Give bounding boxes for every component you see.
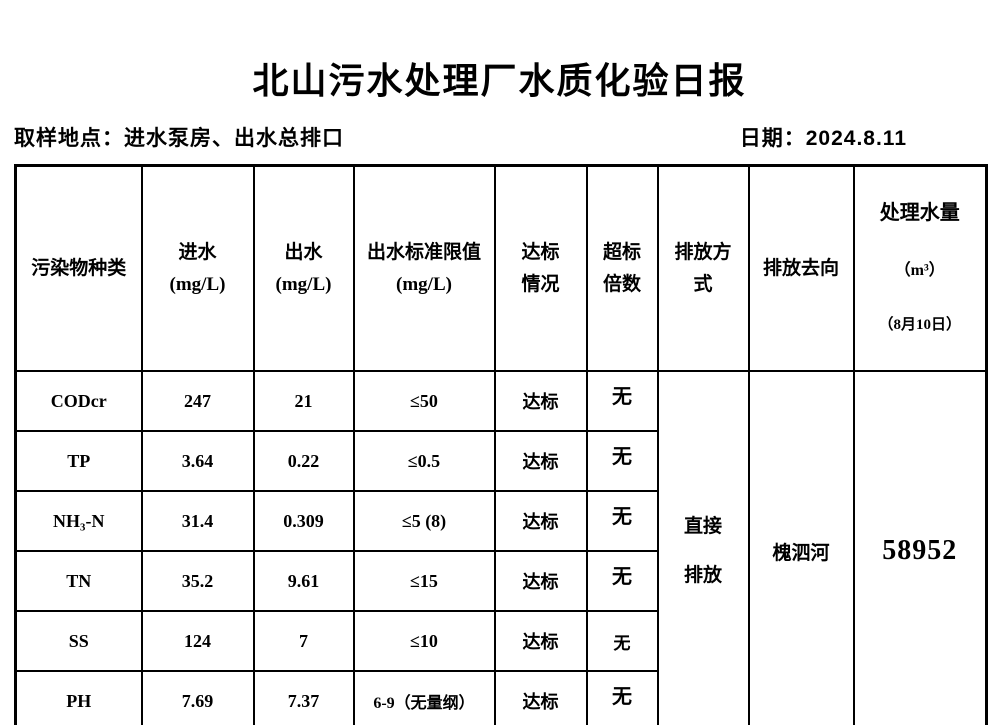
limit-value: ≤0.5 xyxy=(352,430,496,493)
table-row-nh3n: NH₃-N 31.4 0.309 ≤5 (8) 达标 无 xyxy=(14,490,987,553)
table-header-row: 污染物种类 进水 (mg/L) 出水 (mg/L) 出水标准限值 (mg/L) … xyxy=(14,164,988,373)
status-value: 达标 xyxy=(493,430,588,493)
limit-value: ≤10 xyxy=(352,610,496,673)
status-value: 达标 xyxy=(493,610,588,673)
report-subheader: 取样地点：进水泵房、出水总排口 日期：2024.8.11 xyxy=(14,122,985,152)
exceed-value: 无 xyxy=(585,550,659,613)
discharge-mode-value: 直接 排放 xyxy=(656,370,750,725)
effluent-value: 0.22 xyxy=(252,430,355,493)
influent-value: 124 xyxy=(140,610,255,673)
limit-value: ≤15 xyxy=(352,550,496,613)
pollutant-name: NH₃-N xyxy=(14,490,143,553)
col-header-status: 达标 情况 xyxy=(493,164,588,373)
table-row-tn: TN 35.2 9.61 ≤15 达标 无 xyxy=(14,550,987,613)
pollutant-name: TP xyxy=(14,430,143,493)
influent-value: 31.4 xyxy=(140,490,255,553)
table-row-codcr: CODcr 247 21 ≤50 达标 无 直接 排放 槐泗河 58952 xyxy=(14,370,988,725)
col-header-limit: 出水标准限值 (mg/L) xyxy=(352,164,496,373)
effluent-value: 9.61 xyxy=(252,550,355,613)
effluent-value: 0.309 xyxy=(252,490,355,553)
status-value: 达标 xyxy=(493,670,588,725)
influent-value: 7.69 xyxy=(140,670,255,725)
volume-header-unit: （m³） xyxy=(894,261,945,279)
table-row-ss: SS 124 7 ≤10 达标 无 xyxy=(14,610,987,673)
col-header-pollutant: 污染物种类 xyxy=(14,164,143,373)
effluent-value: 7.37 xyxy=(252,670,355,725)
table-row-ph: PH 7.69 7.37 6-9（无量纲） 达标 无 xyxy=(14,670,987,725)
col-header-effluent: 出水 (mg/L) xyxy=(252,164,355,373)
exceed-value: 无 xyxy=(585,430,659,493)
influent-value: 247 xyxy=(140,370,255,433)
pollutant-name: SS xyxy=(14,610,143,673)
volume-header-title: 处理水量 xyxy=(879,202,960,225)
treated-volume-value: 58952 xyxy=(852,370,988,725)
col-header-influent: 进水 (mg/L) xyxy=(140,164,255,373)
exceed-value: 无 xyxy=(585,490,659,553)
effluent-value: 21 xyxy=(252,370,355,433)
pollutant-name: PH xyxy=(14,670,143,725)
exceed-value: 无 xyxy=(585,370,659,433)
limit-value: ≤50 xyxy=(352,370,496,433)
effluent-value: 7 xyxy=(252,610,355,673)
limit-value: ≤5 (8) xyxy=(352,490,496,553)
table-row-tp: TP 3.64 0.22 ≤0.5 达标 无 xyxy=(14,430,987,493)
pollutant-name: TN xyxy=(14,550,143,613)
volume-header-date: （8月10日） xyxy=(878,317,961,334)
col-header-exceed: 超标 倍数 xyxy=(585,164,659,373)
report-date-label: 日期：2024.8.11 xyxy=(739,127,907,150)
discharge-destination-value: 槐泗河 xyxy=(747,370,855,725)
status-value: 达标 xyxy=(493,490,588,553)
col-header-treated-volume: 处理水量 （m³） （8月10日） xyxy=(852,164,988,373)
pollutant-name: CODcr xyxy=(14,370,143,433)
water-quality-table: 污染物种类 进水 (mg/L) 出水 (mg/L) 出水标准限值 (mg/L) … xyxy=(14,164,988,725)
sampling-location-label: 取样地点：进水泵房、出水总排口 xyxy=(14,127,344,150)
col-header-discharge-mode: 排放方 式 xyxy=(656,164,750,373)
col-header-discharge-destination: 排放去向 xyxy=(747,164,855,373)
status-value: 达标 xyxy=(493,550,588,613)
status-value: 达标 xyxy=(493,370,588,433)
page-title: 北山污水处理厂水质化验日报 xyxy=(252,61,747,101)
limit-value: 6-9（无量纲） xyxy=(352,670,496,725)
influent-value: 35.2 xyxy=(140,550,255,613)
exceed-value: 无 xyxy=(585,670,659,725)
exceed-value: 无 xyxy=(585,610,659,673)
influent-value: 3.64 xyxy=(140,430,255,493)
